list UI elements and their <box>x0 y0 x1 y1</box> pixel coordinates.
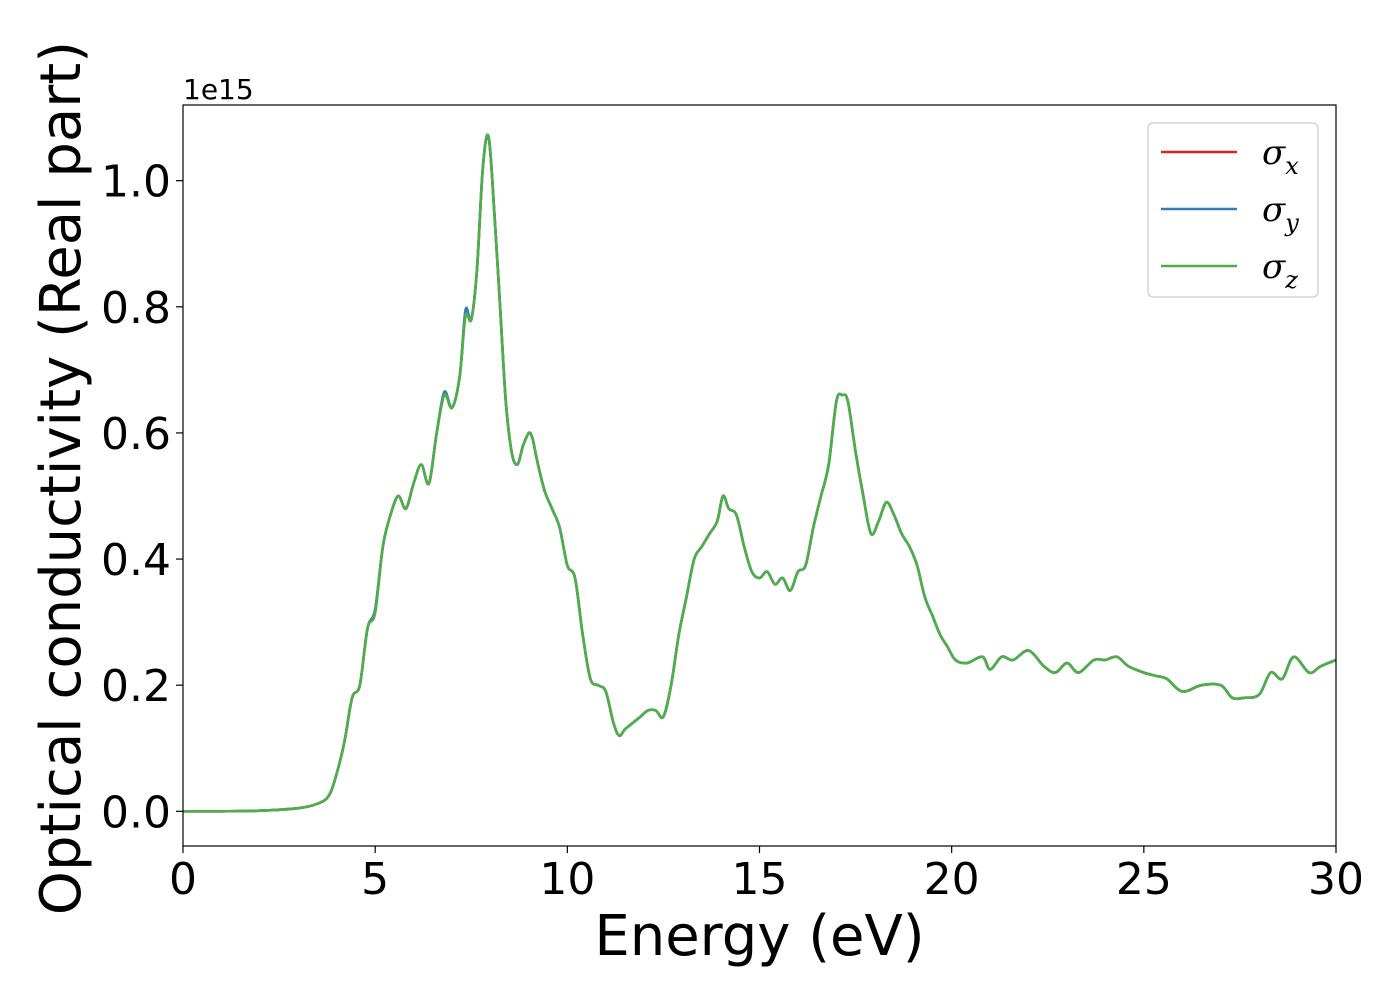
x-tick-label: 20 <box>924 854 980 905</box>
legend: σx σy σz <box>1147 122 1319 298</box>
y-axis: 0.0 0.2 0.4 0.6 0.8 1.0 <box>101 157 183 838</box>
x-tick-label: 5 <box>361 854 389 905</box>
legend-label-y: σy <box>1262 190 1299 237</box>
series-line-z <box>182 133 1337 813</box>
x-axis: 0 5 10 15 20 25 30 <box>169 846 1364 905</box>
legend-label-z: σz <box>1262 247 1298 294</box>
y-tick-label: 0.2 <box>101 661 171 712</box>
y-axis-offset-text: 1e15 <box>183 73 254 106</box>
x-tick-label: 10 <box>539 854 595 905</box>
x-tick-label: 0 <box>169 854 197 905</box>
x-tick-label: 30 <box>1308 854 1364 905</box>
legend-label-x: σx <box>1262 133 1299 180</box>
y-tick-label: 0.8 <box>101 283 171 334</box>
x-axis-title: Energy (eV) <box>594 904 924 969</box>
y-tick-label: 1.0 <box>101 157 171 208</box>
series-layer <box>182 133 1337 813</box>
y-axis-title: Optical conductivity (Real part) <box>29 41 94 915</box>
x-tick-label: 15 <box>732 854 788 905</box>
y-tick-label: 0.4 <box>101 535 171 586</box>
y-tick-label: 0.0 <box>101 787 171 838</box>
y-tick-label: 0.6 <box>101 409 171 460</box>
x-tick-label: 25 <box>1116 854 1172 905</box>
